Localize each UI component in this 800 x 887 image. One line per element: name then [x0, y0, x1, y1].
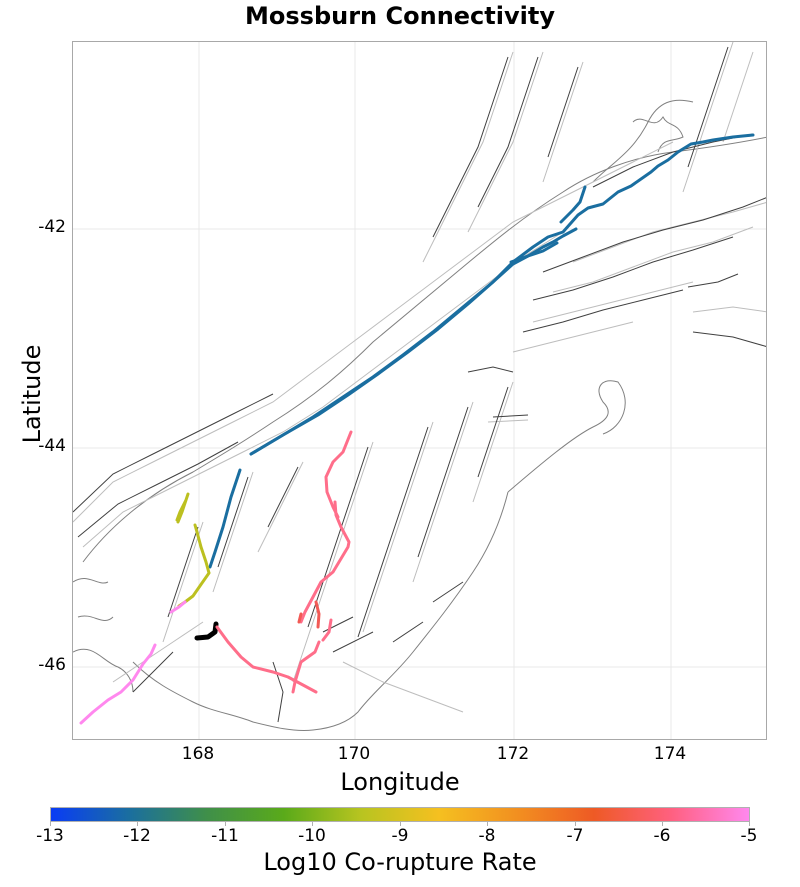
- x-tick: 172: [496, 744, 530, 764]
- rupture-nevis-yellow[interactable]: [175, 492, 211, 608]
- colorbar-tick: -12: [123, 826, 151, 846]
- rupture-pisa-blue[interactable]: [208, 468, 242, 569]
- colorbar-tick: -5: [740, 826, 758, 846]
- colorbar-tick: -9: [391, 826, 409, 846]
- colorbar-tick: -7: [566, 826, 584, 846]
- x-tick: 174: [653, 744, 687, 764]
- colorbar-tick: -8: [478, 826, 496, 846]
- colorbar-tick: -11: [211, 826, 239, 846]
- y-tick: -44: [38, 436, 66, 456]
- colorbar-tick-mark: [487, 822, 488, 826]
- rupture-awatere-blue[interactable]: [509, 241, 559, 264]
- colorbar-label: Log10 Co-rupture Rate: [263, 848, 537, 876]
- colorbar-tick-mark: [225, 822, 226, 826]
- rupture-otago-coral[interactable]: [215, 430, 353, 694]
- y-tick: -46: [38, 655, 66, 675]
- rupture-southland-pink[interactable]: [79, 600, 187, 725]
- rupture-central-otago-red[interactable]: [297, 600, 321, 629]
- colorbar-tick: -10: [298, 826, 326, 846]
- colorbar: [50, 807, 750, 822]
- colorbar-tick-mark: [312, 822, 313, 826]
- colorbar-tick-mark: [575, 822, 576, 826]
- y-tick: -42: [38, 217, 66, 237]
- colorbar-tick-mark: [400, 822, 401, 826]
- colorbar-tick: -6: [653, 826, 671, 846]
- fault-map: [73, 42, 766, 739]
- colorbar-tick-mark: [50, 822, 51, 826]
- rupture-marlborough-blue[interactable]: [559, 185, 587, 224]
- colorbar-tick-mark: [662, 822, 663, 826]
- colorbar-tick: -13: [36, 826, 64, 846]
- fault-subsections: [73, 42, 766, 713]
- x-tick: 168: [181, 744, 215, 764]
- y-axis-label: Latitude: [18, 344, 46, 444]
- coastline: [73, 99, 766, 731]
- fault-traces: [73, 46, 766, 723]
- chart-title: Mossburn Connectivity: [245, 2, 555, 30]
- colorbar-tick-mark: [749, 822, 750, 826]
- x-tick: 170: [337, 744, 371, 764]
- rupture-mossburn-source[interactable]: [194, 621, 219, 641]
- map-plot-area[interactable]: [72, 41, 767, 740]
- x-axis-label: Longitude: [340, 768, 460, 796]
- highlighted-ruptures: [79, 133, 755, 725]
- colorbar-tick-mark: [137, 822, 138, 826]
- rupture-alpine-blue-core[interactable]: [249, 227, 578, 456]
